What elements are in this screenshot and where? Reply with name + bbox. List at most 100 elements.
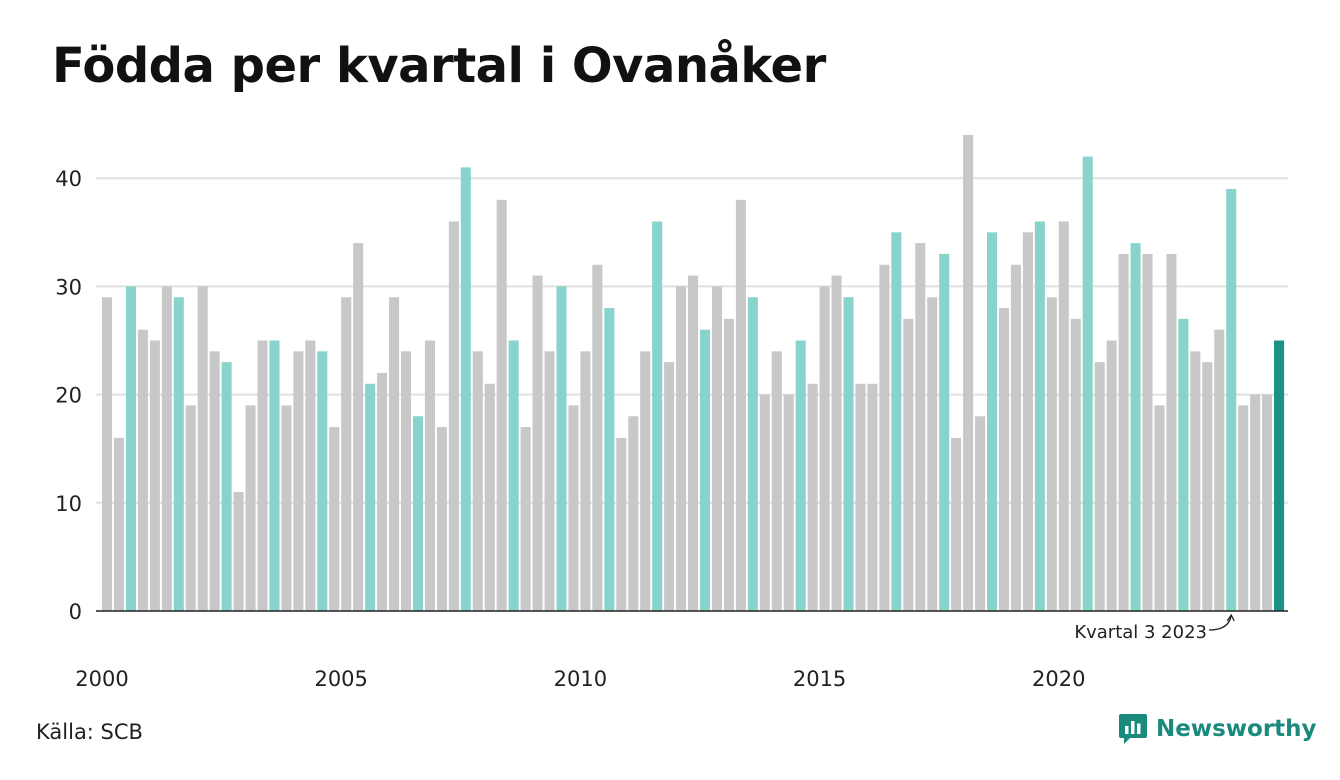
bar	[329, 427, 340, 611]
bar	[257, 340, 268, 611]
y-axis-ticks: 0 10 20 30 40	[55, 167, 82, 624]
bar	[305, 340, 316, 611]
bar	[1214, 329, 1225, 611]
bar	[161, 286, 172, 611]
bar	[245, 405, 256, 611]
bar-chart: 0 10 20 30 40 2000 2005 2010 2015 2020 Kvartal 3…	[55, 134, 1288, 691]
bar	[1070, 318, 1081, 611]
bar	[939, 253, 950, 611]
bar	[1154, 405, 1165, 611]
bar	[1082, 156, 1093, 611]
bar	[424, 340, 435, 611]
bar	[747, 297, 758, 611]
bar	[532, 275, 543, 611]
x-tick-label: 2010	[554, 667, 607, 691]
bar	[125, 286, 136, 611]
bar	[711, 286, 722, 611]
bar	[389, 297, 400, 611]
bar	[1190, 351, 1201, 611]
bar	[783, 394, 794, 611]
bar	[580, 351, 591, 611]
bar	[496, 199, 507, 611]
bar	[1274, 340, 1285, 611]
y-tick-label: 40	[55, 167, 82, 191]
bar	[723, 318, 734, 611]
bar	[592, 264, 603, 611]
bar	[377, 372, 388, 611]
bar	[1238, 405, 1249, 611]
bar	[735, 199, 746, 611]
bar	[1010, 264, 1021, 611]
bar	[472, 351, 483, 611]
bar	[1022, 232, 1033, 612]
bar	[795, 340, 806, 611]
bar	[568, 405, 579, 611]
bar	[353, 243, 364, 611]
bar	[676, 286, 687, 611]
bar	[963, 134, 974, 612]
bar	[293, 351, 304, 611]
bar	[1046, 297, 1057, 611]
bar	[771, 351, 782, 611]
bar	[400, 351, 412, 611]
bar	[460, 167, 471, 611]
bar	[891, 232, 902, 612]
bar	[1130, 243, 1141, 611]
bar	[137, 329, 148, 611]
bar	[640, 351, 651, 611]
bar	[879, 264, 890, 611]
bar	[616, 437, 627, 611]
y-tick-label: 20	[55, 384, 82, 408]
x-axis-ticks: 2000 2005 2010 2015 2020	[75, 667, 1085, 691]
bar	[688, 275, 699, 611]
bar	[149, 340, 160, 611]
bar	[628, 416, 639, 611]
bar	[903, 318, 914, 611]
bar	[867, 383, 878, 611]
x-tick-label: 2020	[1032, 667, 1085, 691]
bar	[508, 340, 519, 611]
bar	[1178, 318, 1189, 611]
bar	[1094, 362, 1105, 611]
bar	[1106, 340, 1117, 611]
bar	[664, 362, 675, 611]
bar	[927, 297, 938, 611]
bar	[556, 286, 567, 611]
bar	[484, 383, 495, 611]
x-tick-label: 2000	[75, 667, 128, 691]
bar	[233, 491, 244, 611]
bar	[185, 405, 196, 611]
bar	[102, 297, 113, 611]
chart-title: Födda per kvartal i Ovanåker	[52, 38, 826, 94]
bar	[604, 308, 615, 611]
bar	[975, 416, 986, 611]
y-tick-label: 30	[55, 275, 82, 299]
bar	[987, 232, 998, 612]
bar	[1250, 394, 1261, 611]
bar	[951, 437, 962, 611]
bar	[843, 297, 854, 611]
y-tick-label: 10	[55, 492, 82, 516]
bar	[221, 362, 232, 611]
bar	[652, 221, 663, 612]
brand-name: Newsworthy	[1156, 716, 1317, 742]
bar	[915, 243, 926, 611]
bar	[544, 351, 555, 611]
newsworthy-logo-icon	[1119, 714, 1147, 744]
bar	[1058, 221, 1069, 612]
bar	[341, 297, 352, 611]
bar	[520, 427, 531, 611]
bar	[1262, 394, 1273, 611]
bars	[102, 134, 1285, 612]
bar	[807, 383, 818, 611]
bar	[209, 351, 220, 611]
bar	[1142, 253, 1153, 611]
bar	[281, 405, 292, 611]
brand-logo: Newsworthy	[1118, 712, 1317, 746]
bar	[436, 427, 447, 611]
annotation-arrow	[1208, 613, 1235, 631]
bar	[855, 383, 866, 611]
bar	[1202, 362, 1213, 611]
bar	[1118, 253, 1129, 611]
bar	[699, 329, 711, 611]
